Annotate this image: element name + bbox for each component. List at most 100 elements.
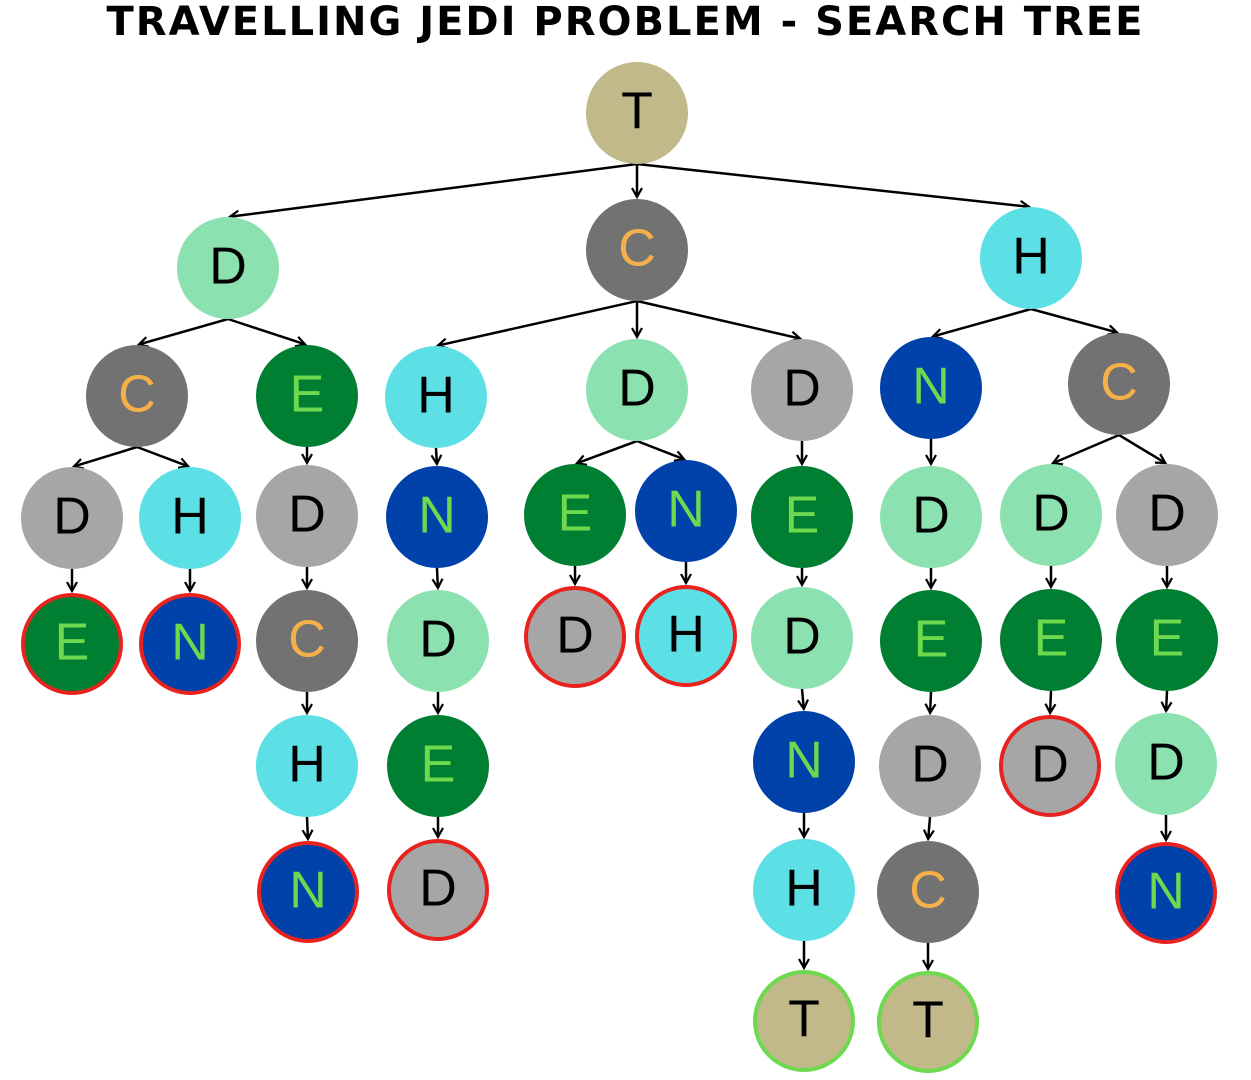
node-label: D [1148, 485, 1186, 543]
node-circle [524, 464, 626, 566]
edge-n4-n6 [74, 445, 138, 466]
node-label: D [911, 736, 949, 794]
node-circle [753, 711, 855, 813]
node-label: D [783, 360, 821, 418]
node-label: D [783, 608, 821, 666]
node-circle [1116, 464, 1218, 566]
node-label: N [289, 862, 327, 920]
node-label: C [1100, 354, 1138, 412]
edge-n19-n21 [636, 439, 684, 459]
tree-nodes: T D C H C E D H E N D C H N H N D E D D E N D H D E D N H T N C D E D C T D D E… [21, 62, 1218, 1073]
node-circle [139, 467, 241, 569]
edge-n34-n35 [928, 816, 930, 839]
node-label: N [785, 732, 823, 790]
node-label: D [419, 860, 457, 918]
node-circle [980, 207, 1082, 309]
node-circle [1115, 842, 1217, 944]
node-circle [177, 217, 279, 319]
tree-node-n-n27: N [753, 711, 855, 813]
tree-node-e-n41: E [1116, 589, 1218, 691]
tree-node-h-n7: H [139, 467, 241, 569]
tree-node-e-n5: E [256, 345, 358, 447]
node-label: D [556, 607, 594, 665]
node-label: C [118, 366, 156, 424]
tree-node-d-n6: D [21, 467, 123, 569]
tree-node-d-n18: D [387, 839, 489, 941]
edge-n2-n14 [438, 299, 638, 346]
node-label: N [418, 487, 456, 545]
node-label: C [288, 611, 326, 669]
tree-edges [72, 162, 1167, 969]
tree-node-c-n31: C [1068, 333, 1170, 435]
node-circle [751, 339, 853, 441]
tree-node-t-n0: T [586, 62, 688, 164]
edge-n33-n34 [930, 691, 931, 713]
node-label: T [912, 992, 944, 1050]
node-label: D [912, 487, 950, 545]
tree-node-d-n37: D [1000, 464, 1102, 566]
edge-n15-n16 [437, 567, 438, 588]
node-circle [256, 590, 358, 692]
node-label: D [53, 488, 91, 546]
node-label: D [618, 360, 656, 418]
page-title: TRAVELLING JEDI PROBLEM - SEARCH TREE [106, 0, 1145, 45]
tree-node-c-n35: C [877, 841, 979, 943]
node-label: H [417, 367, 455, 425]
node-circle [387, 839, 489, 941]
node-circle [21, 593, 123, 695]
node-circle [387, 590, 489, 692]
edge-n1-n4 [139, 317, 229, 344]
tree-node-d-n19: D [586, 339, 688, 441]
edge-n12-n13 [307, 816, 308, 839]
node-circle [86, 345, 188, 447]
node-circle [139, 593, 241, 695]
edge-n3-n30 [933, 307, 1032, 336]
tree-node-e-n17: E [387, 715, 489, 817]
node-label: D [1147, 734, 1185, 792]
node-label: E [55, 614, 90, 672]
tree-node-h-n12: H [256, 715, 358, 817]
edge-n39-n40 [1050, 690, 1051, 713]
node-label: H [171, 488, 209, 546]
node-circle [879, 715, 981, 817]
edge-n19-n20 [577, 439, 638, 463]
node-label: D [209, 238, 247, 296]
node-label: H [288, 736, 326, 794]
edge-n0-n3 [636, 162, 1029, 207]
tree-node-h-n28: H [753, 839, 855, 941]
tree-node-d-n1: D [177, 217, 279, 319]
edge-n31-n37 [1053, 433, 1120, 463]
node-circle [880, 337, 982, 439]
node-label: H [785, 860, 823, 918]
node-label: D [1031, 736, 1069, 794]
node-label: H [1012, 228, 1050, 286]
node-label: C [618, 220, 656, 278]
node-circle [880, 590, 982, 692]
edge-n0-n1 [230, 162, 638, 217]
node-label: E [421, 736, 456, 794]
tree-node-n-n13: N [257, 841, 359, 943]
node-circle [1000, 464, 1102, 566]
node-circle [387, 715, 489, 817]
tree-node-c-n4: C [86, 345, 188, 447]
node-label: E [558, 485, 593, 543]
tree-node-e-n8: E [21, 593, 123, 695]
tree-node-t-n29: T [753, 970, 855, 1072]
node-label: D [1032, 485, 1070, 543]
node-circle [1115, 713, 1217, 815]
node-label: E [914, 611, 949, 669]
tree-node-d-n10: D [256, 465, 358, 567]
node-label: C [909, 862, 947, 920]
tree-node-c-n2: C [586, 199, 688, 301]
node-label: E [290, 366, 325, 424]
node-label: T [621, 83, 653, 141]
tree-node-d-n24: D [751, 339, 853, 441]
node-circle [753, 970, 855, 1072]
node-circle [586, 199, 688, 301]
node-label: N [171, 614, 209, 672]
node-circle [1068, 333, 1170, 435]
node-circle [21, 467, 123, 569]
node-label: E [1034, 610, 1069, 668]
node-circle [586, 339, 688, 441]
